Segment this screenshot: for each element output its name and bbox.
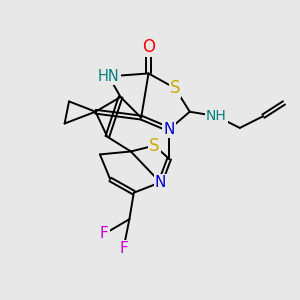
Text: HN: HN (98, 69, 120, 84)
Text: F: F (119, 241, 128, 256)
Text: O: O (142, 38, 155, 56)
Text: S: S (149, 136, 160, 154)
Text: S: S (170, 79, 180, 97)
Text: F: F (100, 226, 109, 242)
Text: N: N (154, 175, 166, 190)
Text: N: N (164, 122, 175, 137)
Text: NH: NH (206, 109, 226, 123)
